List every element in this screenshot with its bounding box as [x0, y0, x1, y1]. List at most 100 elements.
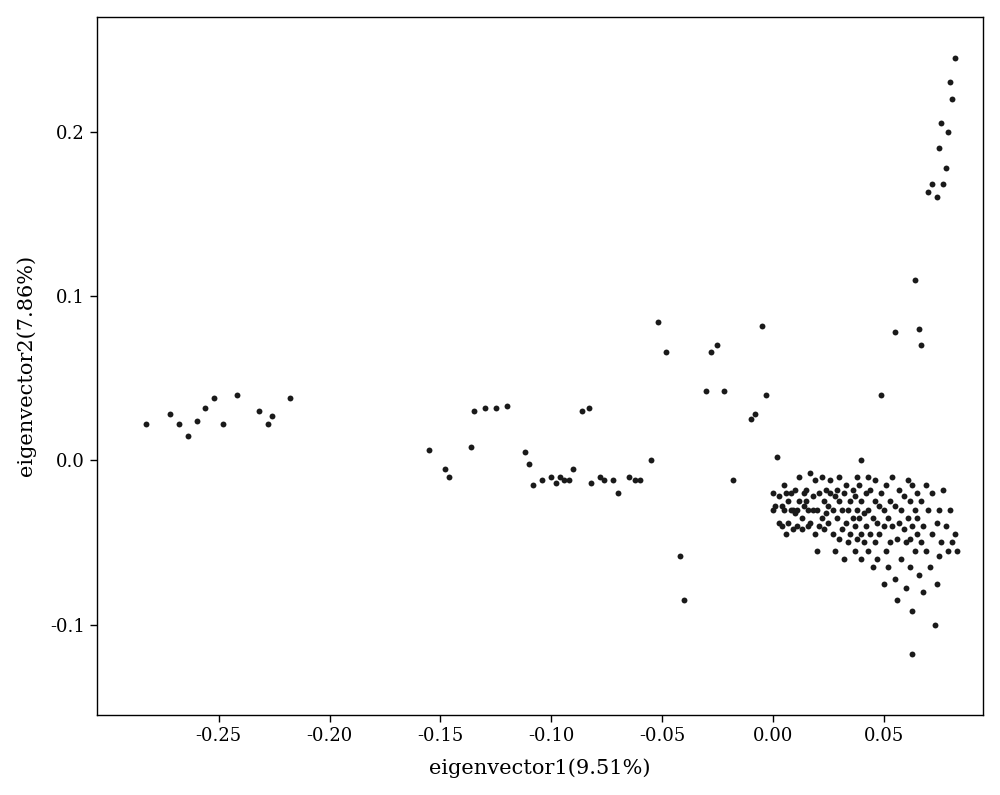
Point	[171, 418, 187, 431]
Point	[794, 523, 810, 536]
Point	[847, 490, 863, 502]
Point	[862, 483, 878, 496]
Point	[904, 520, 920, 533]
Point	[849, 503, 865, 516]
Point	[802, 517, 818, 529]
Point	[825, 503, 841, 516]
Point	[229, 388, 245, 401]
Point	[929, 517, 945, 529]
Point	[887, 572, 903, 585]
Point	[767, 500, 783, 513]
Point	[709, 339, 725, 351]
Point	[251, 405, 267, 417]
Point	[858, 487, 874, 499]
Point	[834, 503, 850, 516]
Point	[935, 483, 951, 496]
Point	[822, 474, 838, 487]
Point	[605, 474, 621, 487]
Point	[796, 500, 812, 513]
Point	[162, 408, 178, 421]
Point	[944, 92, 960, 105]
Point	[264, 409, 280, 422]
Point	[831, 495, 847, 508]
Point	[814, 471, 830, 483]
Point	[865, 560, 881, 573]
X-axis label: eigenvector1(9.51%): eigenvector1(9.51%)	[429, 758, 651, 778]
Point	[918, 545, 934, 557]
Point	[909, 487, 925, 499]
Point	[842, 528, 858, 541]
Point	[774, 520, 790, 533]
Point	[873, 487, 889, 499]
Point	[778, 487, 794, 499]
Point	[818, 506, 834, 519]
Point	[798, 495, 814, 508]
Point	[869, 517, 885, 529]
Point	[581, 401, 597, 414]
Point	[949, 545, 965, 557]
Point	[477, 401, 493, 414]
Point	[920, 503, 936, 516]
Point	[206, 391, 222, 404]
Point	[676, 594, 692, 607]
Point	[871, 500, 887, 513]
Point	[891, 483, 907, 496]
Point	[853, 553, 869, 565]
Point	[851, 511, 867, 524]
Point	[845, 511, 861, 524]
Point	[878, 479, 894, 491]
Point	[138, 418, 154, 431]
Point	[771, 490, 787, 502]
Point	[880, 560, 896, 573]
Point	[525, 479, 541, 491]
Point	[911, 569, 927, 582]
Point	[862, 528, 878, 541]
Point	[596, 474, 612, 487]
Point	[534, 474, 550, 487]
Point	[860, 471, 876, 483]
Point	[898, 582, 914, 595]
Point	[942, 503, 958, 516]
Point	[947, 52, 963, 64]
Point	[931, 503, 947, 516]
Point	[876, 520, 892, 533]
Point	[880, 511, 896, 524]
Point	[798, 483, 814, 496]
Point	[807, 474, 823, 487]
Point	[831, 471, 847, 483]
Point	[853, 528, 869, 541]
Point	[816, 523, 832, 536]
Point	[780, 495, 796, 508]
Point	[556, 474, 572, 487]
Point	[643, 454, 659, 467]
Point	[915, 585, 931, 598]
Point	[940, 126, 956, 138]
Point	[942, 76, 958, 89]
Y-axis label: eigenvector2(7.86%): eigenvector2(7.86%)	[17, 255, 36, 476]
Point	[672, 549, 688, 562]
Point	[929, 191, 945, 204]
Point	[805, 503, 821, 516]
Point	[822, 487, 838, 499]
Point	[758, 388, 774, 401]
Point	[499, 400, 515, 413]
Point	[807, 528, 823, 541]
Point	[913, 339, 929, 351]
Point	[632, 474, 648, 487]
Point	[860, 503, 876, 516]
Point	[548, 477, 564, 490]
Point	[831, 533, 847, 545]
Point	[849, 471, 865, 483]
Point	[774, 500, 790, 513]
Point	[215, 418, 231, 431]
Point	[851, 479, 867, 491]
Point	[878, 545, 894, 557]
Point	[902, 560, 918, 573]
Point	[592, 471, 608, 483]
Point	[931, 142, 947, 154]
Point	[785, 503, 801, 516]
Point	[836, 487, 852, 499]
Point	[867, 536, 883, 549]
Point	[627, 474, 643, 487]
Point	[856, 536, 872, 549]
